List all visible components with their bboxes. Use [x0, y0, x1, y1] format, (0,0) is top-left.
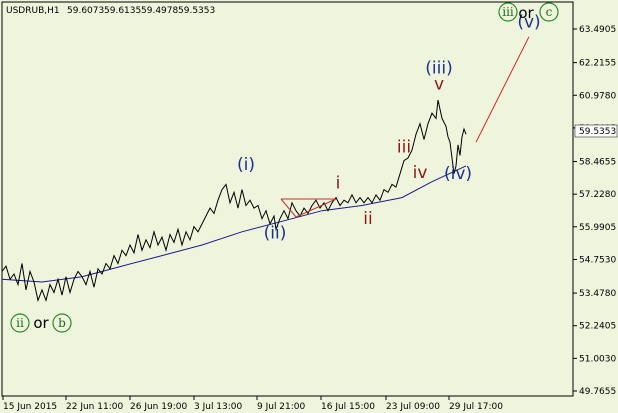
x-tick-label: 9 Jul 21:00	[257, 402, 306, 412]
y-tick-label: 58.4655	[579, 158, 616, 168]
y-tick-label: 54.7530	[579, 255, 616, 265]
open-value: 59.6073	[67, 6, 104, 16]
wave-label: iv	[413, 163, 428, 183]
y-tick-label: 53.4780	[579, 289, 616, 299]
top-wave-alternative: iii or c	[498, 2, 559, 22]
y-tick-label: 62.2155	[579, 59, 616, 69]
plot-frame	[1, 1, 574, 397]
wave-i-left-line	[280, 198, 297, 218]
circle-iii-label: iii	[502, 5, 514, 19]
wave-label: (i)	[237, 155, 255, 175]
circle-iii-icon	[498, 2, 518, 22]
or-bottom-label: or	[33, 314, 49, 332]
y-tick-label: 52.2405	[579, 322, 616, 332]
y-tick-label: 57.2280	[579, 190, 616, 200]
y-axis: 63.490562.215560.978059.740558.465557.22…	[573, 25, 616, 397]
high-value: 59.6135	[104, 6, 141, 16]
wave-label: iii	[397, 138, 411, 158]
wave-label: (v)	[517, 12, 540, 32]
circle-ii-icon	[10, 313, 30, 333]
projection-line	[475, 36, 530, 143]
x-tick-label: 15 Jun 2015	[3, 402, 57, 412]
current-price-marker: 59.5353	[574, 124, 618, 138]
y-tick-label: 60.9780	[579, 91, 616, 101]
x-tick-label: 29 Jul 17:00	[449, 402, 503, 412]
bottom-wave-alternative: ii or b	[10, 313, 72, 333]
circle-b-icon	[52, 313, 72, 333]
y-tick-label: 51.0030	[579, 354, 616, 364]
circle-c-label: c	[546, 5, 553, 19]
x-axis: 15 Jun 2015 22 Jun 11:00 26 Jun 19:00 3 Jul…	[2, 396, 503, 412]
y-tick-label: 49.7655	[579, 387, 616, 397]
y-tick-label: 63.4905	[579, 25, 616, 35]
wave-label: (iv)	[444, 164, 472, 184]
symbol-label: USDRUB,H1	[6, 6, 60, 16]
wave-label: i	[336, 173, 341, 193]
x-tick-label: 26 Jun 19:00	[130, 402, 187, 412]
wave-label: (iii)	[425, 59, 452, 79]
current-price-label: 59.5353	[579, 127, 616, 137]
price-line	[1, 99, 467, 303]
wave-label: ii	[363, 209, 372, 229]
x-tick-label: 16 Jul 15:00	[321, 402, 375, 412]
low-value: 59.4978	[141, 6, 178, 16]
y-tick-label: 55.9905	[579, 223, 616, 233]
x-tick-label: 22 Jun 11:00	[66, 402, 123, 412]
current-price-box	[574, 124, 618, 138]
or-top-label: or	[518, 4, 534, 22]
circle-c-icon	[539, 2, 559, 22]
close-value: 59.5353	[178, 6, 215, 16]
circle-ii-label: ii	[16, 316, 24, 330]
circle-b-label: b	[58, 316, 66, 330]
moving-average-line	[1, 165, 467, 283]
wave-label: (ii)	[264, 223, 287, 243]
wave-label: v	[434, 74, 444, 94]
x-tick-label: 3 Jul 13:00	[194, 402, 243, 412]
x-tick-label: 23 Jul 09:00	[386, 402, 440, 412]
wave-i-diagonal-line	[295, 198, 337, 218]
